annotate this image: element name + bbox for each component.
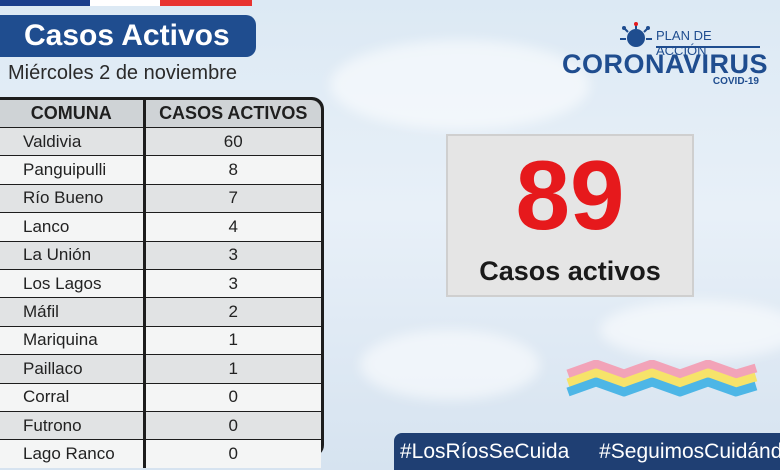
casos-cell: 1: [144, 354, 321, 384]
casos-cell: 0: [144, 410, 321, 440]
table-row: Corral 0: [0, 382, 321, 412]
table-row: Futrono 0: [0, 410, 321, 440]
table-row: Los Lagos 3: [0, 268, 321, 298]
comuna-cell: Futrono: [0, 410, 146, 440]
cases-table: COMUNA CASOS ACTIVOS Valdivia 60 Panguipul…: [0, 97, 324, 468]
comuna-cell: Paillaco: [0, 354, 146, 384]
casos-cell: 2: [144, 297, 321, 327]
comuna-cell: Valdivia: [0, 126, 146, 156]
hashtag-seguimos: #SeguimosCuidándonos: [599, 440, 780, 463]
hashtag-los-rios: #LosRíosSeCuida: [400, 440, 570, 463]
comuna-cell: La Unión: [0, 240, 146, 270]
casos-cell: 3: [144, 268, 321, 298]
coronavirus-logo: PLAN DE ACCIÓN CORONAVIRUS COVID-19: [560, 22, 769, 92]
table-row: Paillaco 1: [0, 354, 321, 384]
column-header-comuna: COMUNA: [0, 100, 146, 128]
comuna-cell: Los Lagos: [0, 268, 146, 298]
comuna-cell: Panguipulli: [0, 155, 146, 185]
table-row: Lago Ranco 0: [0, 439, 321, 468]
casos-cell: 1: [144, 325, 321, 355]
casos-cell: 4: [144, 212, 321, 242]
casos-cell: 8: [144, 155, 321, 185]
table-row: Valdivia 60: [0, 126, 321, 156]
table-row: Panguipulli 8: [0, 155, 321, 185]
date-label: Miércoles 2 de noviembre: [8, 62, 237, 84]
casos-cell: 0: [144, 439, 321, 468]
casos-cell: 60: [144, 126, 321, 156]
table-row: Mariquina 1: [0, 325, 321, 355]
wave-ribbon-graphic: [566, 360, 758, 397]
comuna-cell: Lanco: [0, 212, 146, 242]
comuna-cell: Máfil: [0, 297, 146, 327]
column-header-casos: CASOS ACTIVOS: [144, 100, 321, 128]
table-row: Lanco 4: [0, 212, 321, 242]
flag-stripe: [0, 0, 252, 6]
comuna-cell: Río Bueno: [0, 183, 146, 213]
page-title: Casos Activos: [0, 15, 256, 57]
counter-value: 89: [515, 140, 625, 250]
comuna-cell: Corral: [0, 382, 146, 412]
counter-label: Casos activos: [479, 256, 661, 286]
casos-cell: 3: [144, 240, 321, 270]
active-cases-counter: 89 Casos activos: [446, 134, 694, 297]
table-row: Máfil 2: [0, 297, 321, 327]
table-row: Río Bueno 7: [0, 183, 321, 213]
hashtag-banner: #LosRíosSeCuida #SeguimosCuidándonos: [394, 433, 780, 470]
logo-subtitle: COVID-19: [712, 76, 759, 87]
casos-cell: 7: [144, 183, 321, 213]
table-row: La Unión 3: [0, 240, 321, 270]
casos-cell: 0: [144, 382, 321, 412]
virus-icon: [620, 22, 652, 47]
comuna-cell: Mariquina: [0, 325, 146, 355]
logo-title: CORONAVIRUS: [562, 49, 769, 79]
comuna-cell: Lago Ranco: [0, 439, 146, 468]
